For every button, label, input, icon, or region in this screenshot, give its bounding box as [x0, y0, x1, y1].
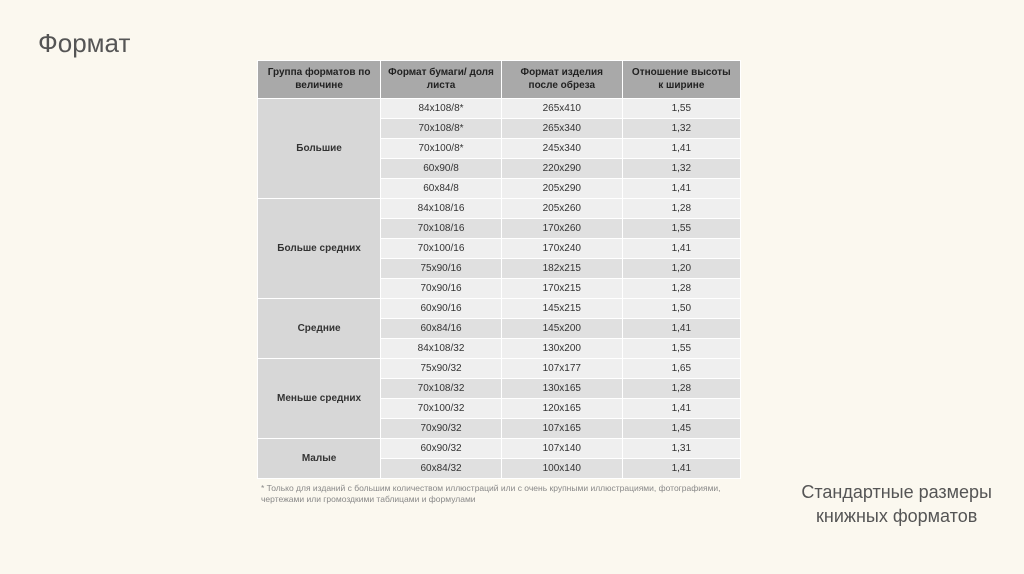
cell-paper: 60х84/32 — [381, 459, 502, 479]
cell-trim: 265х340 — [501, 119, 622, 139]
cell-trim: 145х215 — [501, 299, 622, 319]
table-header-row: Группа форматов по величине Формат бумаг… — [258, 61, 741, 99]
cell-paper: 70х90/16 — [381, 279, 502, 299]
col-header-paper: Формат бумаги/ доля листа — [381, 61, 502, 99]
cell-ratio: 1,41 — [622, 319, 740, 339]
cell-trim: 145х200 — [501, 319, 622, 339]
cell-trim: 130х165 — [501, 379, 622, 399]
cell-ratio: 1,41 — [622, 239, 740, 259]
cell-ratio: 1,65 — [622, 359, 740, 379]
cell-trim: 170х215 — [501, 279, 622, 299]
cell-trim: 107х165 — [501, 419, 622, 439]
cell-paper: 60х84/16 — [381, 319, 502, 339]
cell-trim: 107х140 — [501, 439, 622, 459]
cell-paper: 75х90/16 — [381, 259, 502, 279]
cell-ratio: 1,41 — [622, 179, 740, 199]
table-row: Больше средних84х108/16205х2601,28 — [258, 199, 741, 219]
group-cell: Средние — [258, 299, 381, 359]
cell-trim: 107х177 — [501, 359, 622, 379]
cell-paper: 84х108/16 — [381, 199, 502, 219]
cell-paper: 70х100/32 — [381, 399, 502, 419]
cell-ratio: 1,45 — [622, 419, 740, 439]
cell-ratio: 1,41 — [622, 139, 740, 159]
caption-line-1: Стандартные размеры — [801, 481, 992, 504]
cell-ratio: 1,20 — [622, 259, 740, 279]
cell-ratio: 1,55 — [622, 219, 740, 239]
caption: Стандартные размеры книжных форматов — [801, 481, 992, 528]
cell-ratio: 1,31 — [622, 439, 740, 459]
cell-trim: 205х260 — [501, 199, 622, 219]
cell-paper: 84х108/8* — [381, 99, 502, 119]
table-row: Малые60х90/32107х1401,31 — [258, 439, 741, 459]
group-cell: Больше средних — [258, 199, 381, 299]
cell-trim: 245х340 — [501, 139, 622, 159]
table-row: Большие84х108/8*265х4101,55 — [258, 99, 741, 119]
col-header-ratio: Отношение высоты к ширине — [622, 61, 740, 99]
col-header-trim: Формат изделия после обреза — [501, 61, 622, 99]
cell-paper: 60х90/32 — [381, 439, 502, 459]
group-cell: Большие — [258, 99, 381, 199]
cell-paper: 70х108/32 — [381, 379, 502, 399]
cell-ratio: 1,32 — [622, 119, 740, 139]
cell-paper: 75х90/32 — [381, 359, 502, 379]
cell-paper: 70х90/32 — [381, 419, 502, 439]
cell-trim: 170х240 — [501, 239, 622, 259]
group-cell: Меньше средних — [258, 359, 381, 439]
cell-paper: 70х108/16 — [381, 219, 502, 239]
cell-trim: 205х290 — [501, 179, 622, 199]
cell-ratio: 1,50 — [622, 299, 740, 319]
cell-ratio: 1,55 — [622, 339, 740, 359]
col-header-group: Группа форматов по величине — [258, 61, 381, 99]
cell-ratio: 1,28 — [622, 379, 740, 399]
cell-trim: 265х410 — [501, 99, 622, 119]
cell-trim: 220х290 — [501, 159, 622, 179]
cell-trim: 120х165 — [501, 399, 622, 419]
group-cell: Малые — [258, 439, 381, 479]
table-row: Меньше средних75х90/32107х1771,65 — [258, 359, 741, 379]
cell-paper: 84х108/32 — [381, 339, 502, 359]
cell-ratio: 1,55 — [622, 99, 740, 119]
cell-trim: 100х140 — [501, 459, 622, 479]
cell-trim: 182х215 — [501, 259, 622, 279]
table-footnote: * Только для изданий с большим количеств… — [257, 481, 741, 507]
cell-paper: 60х84/8 — [381, 179, 502, 199]
cell-paper: 70х100/8* — [381, 139, 502, 159]
cell-ratio: 1,32 — [622, 159, 740, 179]
table-row: Средние60х90/16145х2151,50 — [258, 299, 741, 319]
caption-line-2: книжных форматов — [801, 505, 992, 528]
cell-paper: 70х108/8* — [381, 119, 502, 139]
cell-trim: 170х260 — [501, 219, 622, 239]
cell-trim: 130х200 — [501, 339, 622, 359]
formats-table-container: Группа форматов по величине Формат бумаг… — [257, 60, 741, 507]
cell-paper: 60х90/16 — [381, 299, 502, 319]
cell-ratio: 1,28 — [622, 199, 740, 219]
cell-ratio: 1,41 — [622, 399, 740, 419]
cell-ratio: 1,28 — [622, 279, 740, 299]
cell-paper: 70х100/16 — [381, 239, 502, 259]
cell-paper: 60х90/8 — [381, 159, 502, 179]
formats-table: Группа форматов по величине Формат бумаг… — [257, 60, 741, 479]
cell-ratio: 1,41 — [622, 459, 740, 479]
page-title: Формат — [38, 28, 130, 59]
